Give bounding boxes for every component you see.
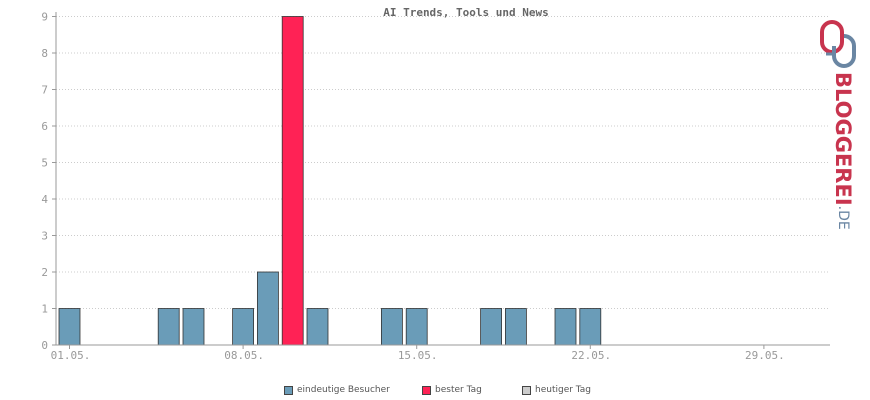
x-tick-label: 01.05. <box>51 349 91 362</box>
visitor-bar <box>480 308 503 346</box>
legend-swatch-best-day <box>422 385 431 395</box>
visitor-bar <box>405 308 428 346</box>
visitor-bar <box>504 308 527 346</box>
visitor-bar <box>554 308 577 346</box>
y-tick-label: 3 <box>41 230 48 243</box>
y-tick-label: 8 <box>41 47 48 60</box>
legend-label-best-day: bester Tag <box>435 385 482 395</box>
bloggerei-logo-text[interactable]: BLOGGEREI.DE <box>831 72 855 230</box>
y-tick-labels: 0 1 2 3 4 5 6 7 8 9 <box>41 11 56 352</box>
bloggerei-logo-icon <box>820 19 856 68</box>
legend-item-best-day: bester Tag <box>422 385 482 395</box>
chart-legend: eindeutige Besucher bester Tag heutiger … <box>0 385 870 399</box>
axes <box>55 12 830 346</box>
x-tick-labels: 01.05. 08.05. 15.05. 22.05. 29.05. <box>51 345 785 362</box>
bars <box>58 16 602 346</box>
chart-title: AI Trends, Tools und News <box>383 6 549 19</box>
y-tick-label: 2 <box>41 266 48 279</box>
best-day-bar <box>281 16 304 346</box>
logo-name: BLOGGEREI <box>831 72 855 206</box>
visitor-bar <box>256 271 279 346</box>
legend-label-today: heutiger Tag <box>535 385 592 395</box>
visitor-bar <box>306 308 329 346</box>
x-tick-label: 08.05. <box>224 349 264 362</box>
visitor-bar <box>579 308 602 346</box>
x-tick-label: 29.05. <box>745 349 785 362</box>
y-tick-label: 4 <box>41 193 48 206</box>
y-tick-label: 0 <box>41 339 48 352</box>
y-tick-label: 7 <box>41 84 48 97</box>
y-tick-label: 6 <box>41 120 48 133</box>
y-tick-label: 9 <box>41 11 48 24</box>
legend-item-today: heutiger Tag <box>522 385 591 395</box>
bloggerei-logo[interactable] <box>812 18 868 218</box>
visitor-bar <box>58 308 81 346</box>
y-tick-label: 5 <box>41 157 48 170</box>
legend-swatch-today <box>522 385 531 395</box>
legend-swatch-visitors <box>284 385 293 395</box>
grid-lines <box>56 16 830 309</box>
visitor-bar <box>157 308 180 346</box>
legend-label-visitors: eindeutige Besucher <box>297 385 390 395</box>
visitor-bar <box>380 308 403 346</box>
x-tick-label: 15.05. <box>398 349 438 362</box>
x-tick-label: 22.05. <box>571 349 611 362</box>
visitor-bar <box>232 308 255 346</box>
legend-item-visitors: eindeutige Besucher <box>284 385 390 395</box>
y-tick-label: 1 <box>41 303 48 316</box>
visitor-bar <box>182 308 205 346</box>
logo-suffix: .DE <box>835 205 851 230</box>
